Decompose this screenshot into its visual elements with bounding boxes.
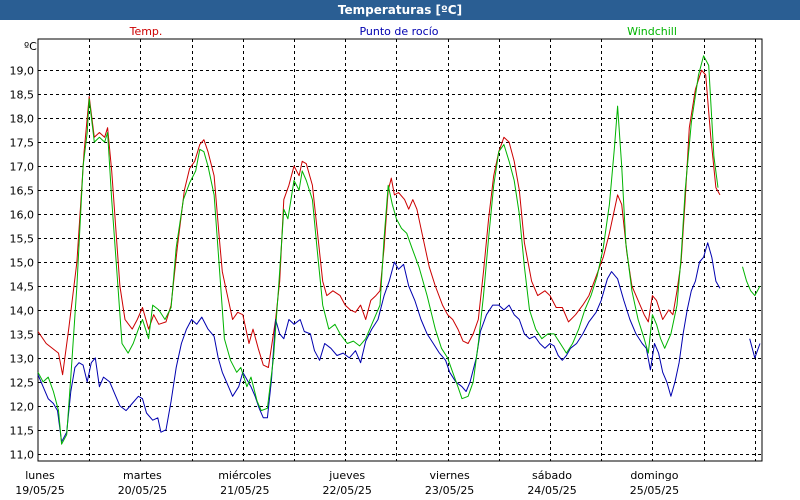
x-tick-date: 24/05/25 xyxy=(527,484,576,497)
chart-title: Temperaturas [ºC] xyxy=(0,0,800,20)
y-tick-label: 18,5 xyxy=(10,89,35,102)
x-tick-date: 19/05/25 xyxy=(15,484,64,497)
x-tick-date: 23/05/25 xyxy=(425,484,474,497)
y-tick-label: 13,5 xyxy=(10,329,35,342)
x-tick-day: viernes xyxy=(430,469,470,482)
x-tick-date: 21/05/25 xyxy=(220,484,269,497)
legend-entry: Temp. xyxy=(129,25,163,38)
y-tick-label: 13,0 xyxy=(10,353,35,366)
y-axis-label: ºC xyxy=(24,40,37,53)
x-tick-day: miércoles xyxy=(218,469,271,482)
y-tick-label: 15,0 xyxy=(10,257,35,270)
y-tick-label: 19,0 xyxy=(10,65,35,78)
series-line-1 xyxy=(749,338,761,359)
x-axis: lunes 19/05/25 martes 20/05/25 miércoles 21/0… xyxy=(15,469,679,497)
x-tick-day: jueves xyxy=(328,469,365,482)
y-tick-label: 14,0 xyxy=(10,305,35,318)
series-line-2 xyxy=(742,266,761,297)
x-tick-day: lunes xyxy=(25,469,55,482)
y-tick-label: 16,0 xyxy=(10,209,35,222)
y-tick-label: 16,5 xyxy=(10,185,35,198)
x-tick-day: sábado xyxy=(532,469,572,482)
grid xyxy=(38,39,762,461)
x-tick-date: 22/05/25 xyxy=(323,484,372,497)
y-tick-label: 11,5 xyxy=(10,425,35,438)
y-tick-label: 17,5 xyxy=(10,137,35,150)
y-tick-label: 18,0 xyxy=(10,113,35,126)
series-line-1 xyxy=(37,242,721,443)
series-line-2 xyxy=(37,55,719,445)
y-axis: 11,0 11,5 12,0 12,5 13,0 13,5 14,0 14,5 15,0 15,5… xyxy=(10,65,35,462)
y-tick-label: 12,0 xyxy=(10,401,35,414)
y-tick-label: 14,5 xyxy=(10,281,35,294)
x-tick-date: 25/05/25 xyxy=(630,484,679,497)
y-tick-label: 17,0 xyxy=(10,161,35,174)
plot-frame xyxy=(37,38,763,462)
legend-entry: Punto de rocío xyxy=(359,25,438,38)
y-tick-label: 11,0 xyxy=(10,449,35,462)
x-tick-day: martes xyxy=(123,469,162,482)
x-tick-day: domingo xyxy=(630,469,678,482)
y-tick-label: 12,5 xyxy=(10,377,35,390)
legend-entry: Windchill xyxy=(627,25,677,38)
series-lines xyxy=(37,55,761,445)
x-tick-date: 20/05/25 xyxy=(118,484,167,497)
legend: Temp. Punto de rocío Windchill xyxy=(129,25,677,38)
y-tick-label: 15,5 xyxy=(10,233,35,246)
series-line-0 xyxy=(37,69,721,376)
